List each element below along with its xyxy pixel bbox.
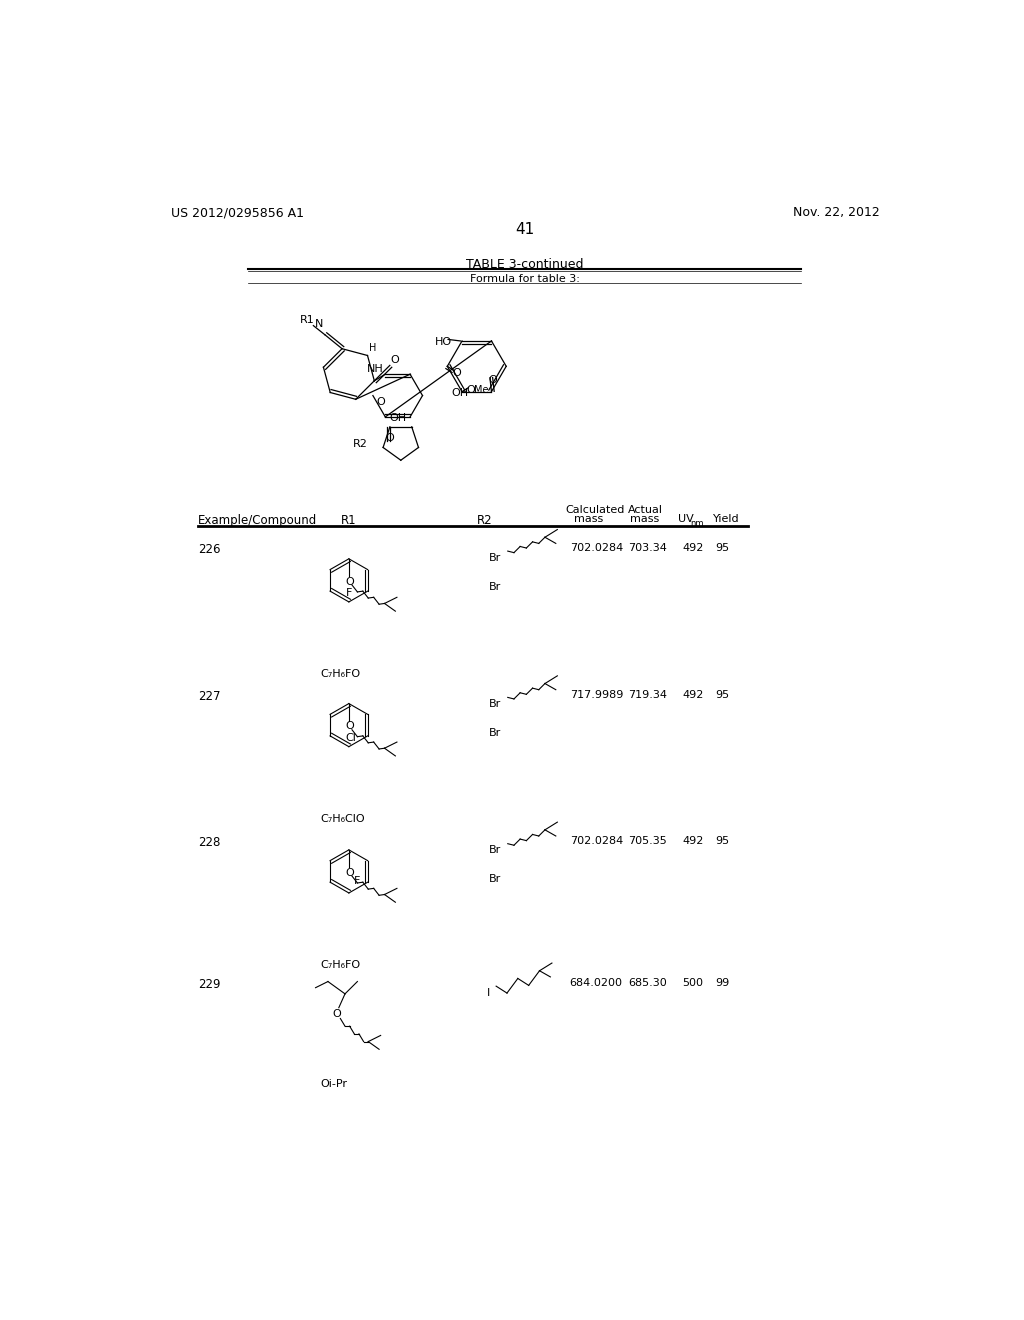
Text: Example/Compound: Example/Compound xyxy=(198,515,317,527)
Text: O: O xyxy=(390,355,399,364)
Text: Actual: Actual xyxy=(628,506,663,515)
Text: Formula for table 3:: Formula for table 3: xyxy=(470,275,580,284)
Text: 95: 95 xyxy=(716,689,729,700)
Text: O: O xyxy=(346,721,354,731)
Text: R1: R1 xyxy=(341,515,356,527)
Text: 492: 492 xyxy=(682,836,703,846)
Text: 500: 500 xyxy=(682,978,703,989)
Text: US 2012/0295856 A1: US 2012/0295856 A1 xyxy=(171,206,304,219)
Text: 705.35: 705.35 xyxy=(628,836,667,846)
Text: Yield: Yield xyxy=(713,515,739,524)
Text: O: O xyxy=(333,1010,341,1019)
Text: 95: 95 xyxy=(716,544,729,553)
Text: HO: HO xyxy=(435,337,452,347)
Text: nm: nm xyxy=(690,519,705,528)
Text: Br: Br xyxy=(489,729,502,738)
Text: Br: Br xyxy=(489,845,502,855)
Text: NH: NH xyxy=(367,364,383,374)
Text: R1: R1 xyxy=(299,315,314,325)
Text: Br: Br xyxy=(489,553,502,562)
Text: Br: Br xyxy=(489,700,502,709)
Text: mass: mass xyxy=(573,515,603,524)
Text: O: O xyxy=(467,385,475,396)
Text: O: O xyxy=(346,867,354,878)
Text: Br: Br xyxy=(489,582,502,591)
Text: UV: UV xyxy=(678,515,694,524)
Text: Oi-Pr: Oi-Pr xyxy=(321,1078,347,1089)
Text: C₇H₆FO: C₇H₆FO xyxy=(321,669,360,678)
Text: 684.0200: 684.0200 xyxy=(569,978,623,989)
Text: 719.34: 719.34 xyxy=(628,689,667,700)
Text: TABLE 3-continued: TABLE 3-continued xyxy=(466,259,584,272)
Text: R2: R2 xyxy=(352,440,368,449)
Text: 95: 95 xyxy=(716,836,729,846)
Text: R2: R2 xyxy=(477,515,493,527)
Text: 492: 492 xyxy=(682,689,703,700)
Text: OH: OH xyxy=(452,388,468,397)
Text: 228: 228 xyxy=(198,836,220,849)
Text: 717.9989: 717.9989 xyxy=(569,689,624,700)
Text: F: F xyxy=(346,589,352,598)
Text: 99: 99 xyxy=(716,978,730,989)
Text: N: N xyxy=(315,319,324,330)
Text: O: O xyxy=(346,577,354,586)
Text: 702.0284: 702.0284 xyxy=(569,544,623,553)
Text: Nov. 22, 2012: Nov. 22, 2012 xyxy=(793,206,880,219)
Text: O: O xyxy=(385,433,394,444)
Text: 229: 229 xyxy=(198,978,220,991)
Text: Br: Br xyxy=(489,874,502,884)
Text: Cl: Cl xyxy=(346,733,356,743)
Text: C₇H₆ClO: C₇H₆ClO xyxy=(321,813,365,824)
Text: O: O xyxy=(452,368,461,378)
Text: I: I xyxy=(486,987,490,998)
Text: 492: 492 xyxy=(682,544,703,553)
Text: Calculated: Calculated xyxy=(566,506,626,515)
Text: OH: OH xyxy=(389,413,407,422)
Text: O: O xyxy=(377,397,385,407)
Text: F: F xyxy=(353,876,360,886)
Text: C₇H₆FO: C₇H₆FO xyxy=(321,960,360,970)
Text: Me: Me xyxy=(474,385,488,396)
Text: 685.30: 685.30 xyxy=(628,978,667,989)
Text: 227: 227 xyxy=(198,689,220,702)
Text: 41: 41 xyxy=(515,222,535,236)
Text: mass: mass xyxy=(630,515,659,524)
Text: 226: 226 xyxy=(198,544,220,557)
Text: H: H xyxy=(369,343,377,354)
Text: 703.34: 703.34 xyxy=(628,544,667,553)
Text: 702.0284: 702.0284 xyxy=(569,836,623,846)
Text: O: O xyxy=(488,375,497,384)
